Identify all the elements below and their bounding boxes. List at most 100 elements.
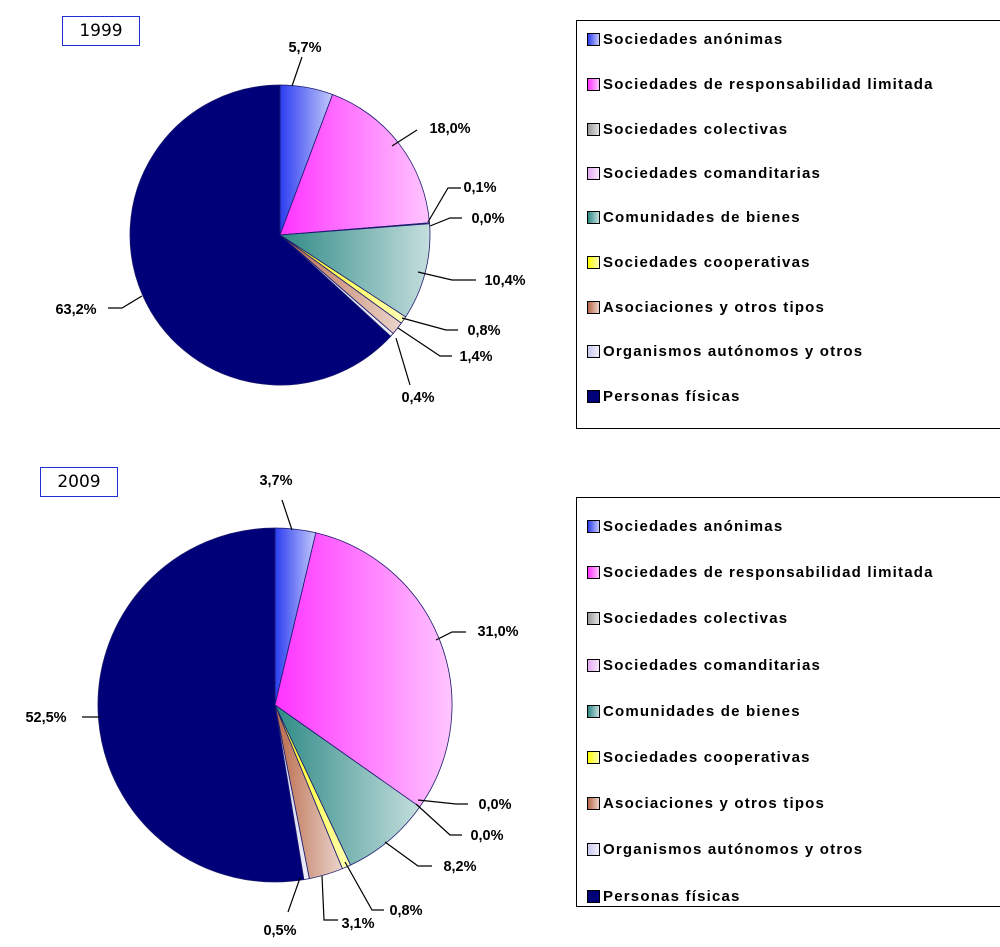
- leader-line-sociedades-comanditarias: [429, 217, 462, 227]
- leader-line-asociaciones-y-otros-tipos: [397, 327, 452, 357]
- data-label-comunidades-de-bienes: 8,2%: [443, 859, 476, 875]
- legend-swatch: [587, 658, 600, 672]
- legend-label: Asociaciones y otros tipos: [603, 298, 826, 316]
- legend-label: Organismos autónomos y otros: [603, 840, 864, 858]
- slice-sociedades-de-responsabilidad-limitada: [274, 532, 453, 808]
- slice-sociedades-de-responsabilidad-limitada: [279, 94, 430, 236]
- leader-line-sociedades-anonimas: [291, 56, 303, 87]
- legend-item-personas-fisicas: Personas físicas: [587, 887, 741, 905]
- legend-item-sociedades-anonimas: Sociedades anónimas: [587, 30, 783, 48]
- legend-label: Sociedades anónimas: [603, 517, 784, 535]
- legend-label: Sociedades colectivas: [603, 609, 789, 627]
- slice-personas-fisicas: [129, 84, 392, 386]
- data-label-asociaciones-y-otros-tipos: 3,1%: [341, 916, 374, 932]
- leader-line-comunidades-de-bienes: [417, 271, 476, 281]
- leader-line-sociedades-colectivas: [427, 187, 461, 223]
- legend-label: Sociedades anónimas: [603, 30, 784, 48]
- legend-swatch: [587, 255, 600, 269]
- leader-line-sociedades-comanditarias: [415, 803, 462, 836]
- legend-item-organismos-autonomos-y-otros: Organismos autónomos y otros: [587, 342, 863, 360]
- data-label-sociedades-comanditarias: 0,0%: [470, 828, 503, 844]
- data-label-personas-fisicas: 52,5%: [25, 710, 66, 726]
- legend-swatch: [587, 565, 600, 579]
- legend-label: Sociedades colectivas: [603, 120, 789, 138]
- data-label-sociedades-colectivas: 0,0%: [478, 797, 511, 813]
- leader-line-organismos-autonomos-y-otros: [395, 337, 411, 386]
- legend-swatch: [587, 77, 600, 91]
- legend-label: Sociedades comanditarias: [603, 656, 822, 674]
- legend-swatch: [587, 166, 600, 180]
- legend-label: Sociedades de responsabilidad limitada: [603, 75, 934, 93]
- leader-line-sociedades-colectivas: [417, 799, 468, 805]
- legend-label: Asociaciones y otros tipos: [603, 794, 826, 812]
- legend-label: Sociedades comanditarias: [603, 164, 822, 182]
- data-label-organismos-autonomos-y-otros: 0,5%: [263, 923, 296, 939]
- data-label-sociedades-anonimas: 5,7%: [288, 40, 321, 56]
- legend-label: Comunidades de bienes: [603, 208, 801, 226]
- leader-line-sociedades-cooperativas: [344, 861, 384, 911]
- legend-label: Personas físicas: [603, 387, 741, 405]
- data-label-sociedades-comanditarias: 0,0%: [471, 211, 504, 227]
- legend-item-organismos-autonomos-y-otros: Organismos autónomos y otros: [587, 840, 863, 858]
- legend-swatch: [587, 122, 600, 136]
- data-label-sociedades-colectivas: 0,1%: [463, 180, 496, 196]
- year-label-1999: 1999: [62, 16, 140, 46]
- legend-item-sociedades-cooperativas: Sociedades cooperativas: [587, 253, 811, 271]
- pie-2009: 3,7% 31,0% 0,0% 0,0% 8,2% 0,8% 3,1% 0,5% 52,5%: [25, 473, 518, 939]
- legend-item-sociedades-comanditarias: Sociedades comanditarias: [587, 656, 821, 674]
- legend-label: Comunidades de bienes: [603, 702, 801, 720]
- legend-swatch: [587, 300, 600, 314]
- legend-swatch: [587, 704, 600, 718]
- legend-item-sociedades-cooperativas: Sociedades cooperativas: [587, 748, 811, 766]
- data-label-sociedades-cooperativas: 0,8%: [389, 903, 422, 919]
- legend-label: Organismos autónomos y otros: [603, 342, 864, 360]
- legend-item-sociedades-anonimas: Sociedades anónimas: [587, 517, 783, 535]
- leader-line-sociedades-de-responsabilidad-limitada: [391, 129, 418, 147]
- legend-swatch: [587, 611, 600, 625]
- legend-swatch: [587, 519, 600, 533]
- legend-item-sociedades-comanditarias: Sociedades comanditarias: [587, 164, 821, 182]
- data-label-personas-fisicas: 63,2%: [55, 302, 96, 318]
- legend-1999: Sociedades anónimas Sociedades de respons…: [576, 20, 1000, 429]
- legend-item-asociaciones-y-otros-tipos: Asociaciones y otros tipos: [587, 298, 825, 316]
- legend-swatch: [587, 389, 600, 403]
- leader-line-sociedades-anonimas: [281, 499, 293, 531]
- leader-line-sociedades-cooperativas: [401, 317, 458, 331]
- slice-comunidades-de-bienes: [278, 223, 431, 318]
- legend-swatch: [587, 889, 600, 903]
- data-label-comunidades-de-bienes: 10,4%: [484, 273, 525, 289]
- data-label-organismos-autonomos-y-otros: 0,4%: [401, 390, 434, 406]
- legend-item-sociedades-colectivas: Sociedades colectivas: [587, 609, 788, 627]
- legend-swatch: [587, 796, 600, 810]
- legend-swatch: [587, 32, 600, 46]
- legend-label: Sociedades cooperativas: [603, 253, 811, 271]
- data-label-sociedades-anonimas: 3,7%: [259, 473, 292, 489]
- legend-label: Sociedades cooperativas: [603, 748, 811, 766]
- leader-line-organismos-autonomos-y-otros: [287, 877, 301, 913]
- slice-comunidades-de-bienes: [273, 703, 421, 866]
- legend-item-sociedades-colectivas: Sociedades colectivas: [587, 120, 788, 138]
- legend-item-sociedades-de-responsabilidad-limitada: Sociedades de responsabilidad limitada: [587, 75, 934, 93]
- legend-label: Personas físicas: [603, 887, 741, 905]
- leader-line-asociaciones-y-otros-tipos: [321, 875, 338, 921]
- legend-swatch: [587, 210, 600, 224]
- legend-swatch: [587, 842, 600, 856]
- data-label-sociedades-de-responsabilidad-limitada: 18,0%: [429, 121, 470, 137]
- legend-item-comunidades-de-bienes: Comunidades de bienes: [587, 208, 801, 226]
- legend-swatch: [587, 344, 600, 358]
- pie-1999: 5,7% 18,0% 0,1% 0,0% 10,4% 0,8% 1,4% 0,4% 63,2%: [55, 40, 525, 406]
- legend-swatch: [587, 750, 600, 764]
- leader-line-comunidades-de-bienes: [384, 841, 432, 867]
- leader-line-personas-fisicas: [108, 295, 143, 309]
- legend-item-asociaciones-y-otros-tipos: Asociaciones y otros tipos: [587, 794, 825, 812]
- legend-2009: Sociedades anónimas Sociedades de respons…: [576, 497, 1000, 907]
- legend-item-comunidades-de-bienes: Comunidades de bienes: [587, 702, 801, 720]
- data-label-sociedades-de-responsabilidad-limitada: 31,0%: [477, 624, 518, 640]
- leader-line-sociedades-de-responsabilidad-limitada: [435, 631, 466, 641]
- slice-personas-fisicas: [97, 527, 305, 883]
- legend-label: Sociedades de responsabilidad limitada: [603, 563, 934, 581]
- year-label-2009: 2009: [40, 467, 118, 497]
- data-label-sociedades-cooperativas: 0,8%: [467, 323, 500, 339]
- data-label-asociaciones-y-otros-tipos: 1,4%: [459, 349, 492, 365]
